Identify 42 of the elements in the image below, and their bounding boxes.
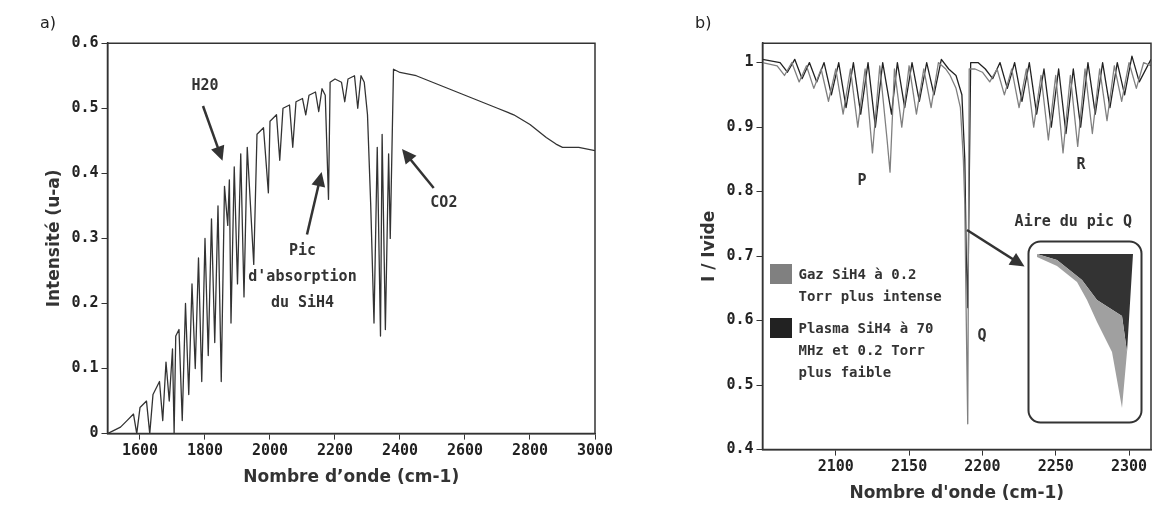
x-tick-label: 2400 <box>381 441 419 460</box>
x-tick-label: 2100 <box>817 457 854 476</box>
x-tick-label: 2150 <box>891 457 928 476</box>
y-tick-label: 0.8 <box>726 181 754 200</box>
x-axis-title: Nombre d’onde (cm-1) <box>243 466 460 487</box>
x-tick-label: 1600 <box>121 441 159 460</box>
chart-title: a) <box>40 12 57 32</box>
y-tick-label: 0.4 <box>71 163 99 182</box>
x-tick-label: 3000 <box>576 441 614 460</box>
x-tick-label: 2200 <box>316 441 354 460</box>
y-tick-label: 0.5 <box>726 374 754 393</box>
annotation: P <box>857 171 867 190</box>
annotation: CO2 <box>430 193 458 212</box>
y-tick-label: 0.5 <box>71 98 99 117</box>
annotation: H20 <box>191 76 219 95</box>
y-tick-label: 0.2 <box>71 293 99 312</box>
y-axis-title: Intensité (u-a) <box>42 169 63 308</box>
legend-label: Plasma SiH4 à 70 MHz et 0.2 Torr plus faible <box>798 318 935 382</box>
x-tick-label: 2000 <box>251 441 289 460</box>
y-tick-label: 0.7 <box>726 245 754 264</box>
x-tick-label: 2300 <box>1110 457 1148 476</box>
annotation: Pic d'absorption du SiH4 <box>248 241 357 312</box>
annotation: Q <box>977 325 987 344</box>
annotation: R <box>1076 155 1087 174</box>
x-tick-label: 2250 <box>1037 457 1074 476</box>
chart-title: b) <box>695 12 712 32</box>
y-tick-label: 0 <box>89 423 99 442</box>
legend-label: Gaz SiH4 à 0.2 Torr plus intense <box>798 264 943 306</box>
x-axis-title: Nombre d'onde (cm-1) <box>849 482 1065 503</box>
y-tick-label: 0.3 <box>71 228 99 247</box>
x-tick-label: 2800 <box>511 441 549 460</box>
y-tick-label: 0.4 <box>726 439 754 458</box>
y-tick-label: 0.9 <box>726 116 754 135</box>
y-axis-title: I / Ivide <box>697 210 718 283</box>
y-tick-label: 1 <box>744 52 754 71</box>
x-tick-label: 1800 <box>186 441 224 460</box>
y-tick-label: 0.1 <box>71 358 99 377</box>
annotation: Aire du pic Q <box>1014 211 1132 230</box>
y-tick-label: 0.6 <box>71 33 99 52</box>
x-tick-label: 2600 <box>446 441 484 460</box>
y-tick-label: 0.6 <box>726 310 754 329</box>
x-tick-label: 2200 <box>964 457 1001 476</box>
